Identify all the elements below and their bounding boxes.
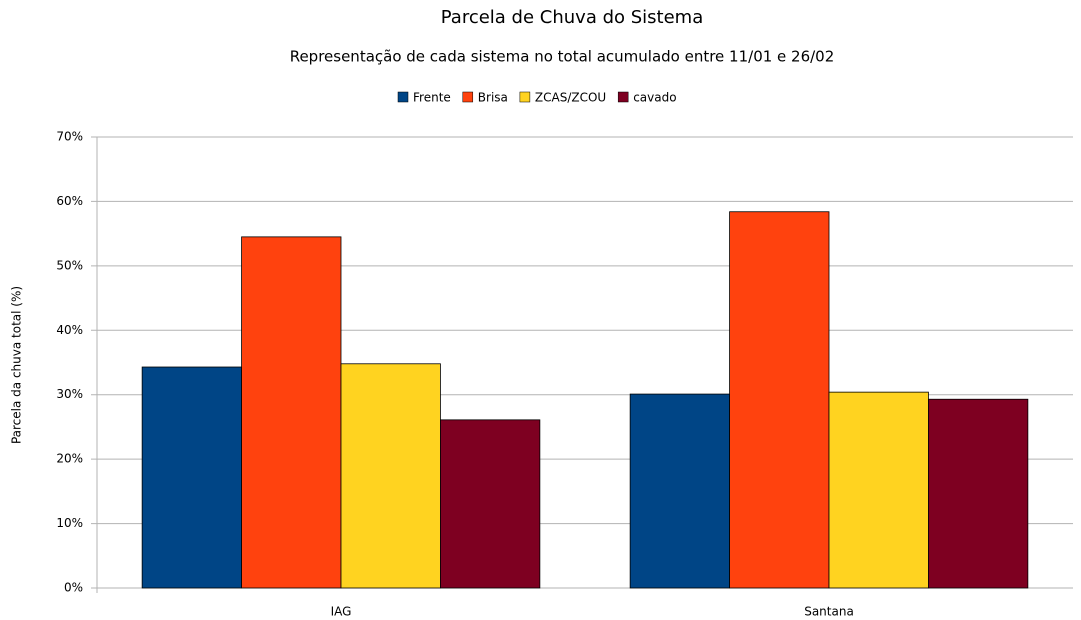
legend-label: cavado — [633, 91, 676, 105]
legend-swatch — [519, 91, 531, 103]
legend-label: ZCAS/ZCOU — [535, 91, 606, 105]
x-tick-label: IAG — [331, 605, 352, 619]
y-axis-label: Parcela da chuva total (%) — [10, 286, 24, 444]
bar — [340, 363, 441, 589]
legend-label: Frente — [413, 91, 451, 105]
bar — [440, 419, 541, 589]
y-tick-label: 30% — [56, 387, 83, 401]
y-tick-label: 40% — [56, 323, 83, 337]
bar — [928, 398, 1029, 589]
y-tick-label: 0% — [64, 581, 83, 595]
chart-title: Parcela de Chuva do Sistema — [441, 7, 703, 28]
chart-subtitle: Representação de cada sistema no total a… — [290, 48, 835, 66]
x-tick-label: Santana — [804, 605, 854, 619]
legend-swatch — [397, 91, 409, 103]
y-tick-label: 60% — [56, 194, 83, 208]
legend-swatch — [462, 91, 474, 103]
bar — [828, 391, 929, 589]
legend-label: Brisa — [478, 91, 508, 105]
legend-swatch — [617, 91, 629, 103]
y-tick-label: 70% — [56, 130, 83, 144]
y-tick-label: 10% — [56, 516, 83, 530]
bar — [729, 211, 830, 589]
bar — [629, 393, 730, 589]
bar — [141, 366, 242, 589]
bar — [241, 236, 342, 589]
y-tick-label: 50% — [56, 258, 83, 272]
y-tick-label: 20% — [56, 452, 83, 466]
